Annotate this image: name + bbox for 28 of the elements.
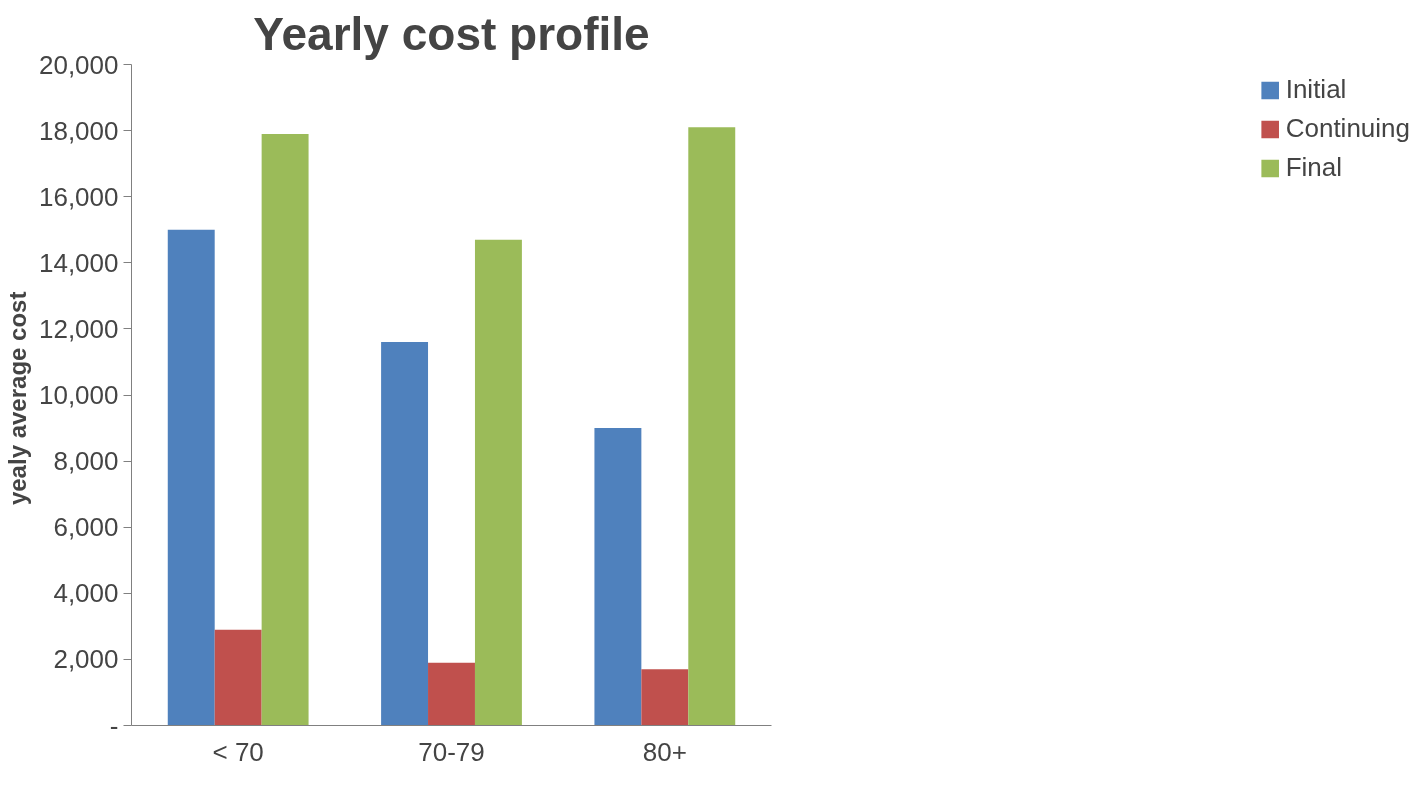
chart-title: Yearly cost profile (253, 7, 650, 60)
legend-label: Continuing (1285, 113, 1410, 144)
y-tick-label: 4,000 (53, 578, 119, 609)
y-tick-label: - (109, 710, 119, 741)
x-tick-label: < 70 (212, 736, 264, 767)
y-tick-label: 6,000 (53, 512, 119, 543)
legend-label: Final (1285, 152, 1343, 183)
y-tick-label: 12,000 (38, 313, 119, 344)
bar (381, 342, 429, 726)
y-tick-label: 14,000 (38, 247, 119, 278)
bar (688, 127, 736, 726)
bar (261, 133, 309, 726)
bar (641, 669, 689, 726)
y-tick-label: 2,000 (53, 644, 119, 675)
x-tick-label: 80+ (642, 736, 687, 767)
bar (428, 662, 475, 726)
y-tick-label: 20,000 (38, 49, 119, 80)
y-axis-title: yealy average cost (3, 291, 31, 506)
legend-label: Initial (1285, 74, 1347, 105)
bar (474, 239, 522, 726)
y-tick-label: 16,000 (38, 181, 119, 212)
bar (167, 229, 215, 726)
y-tick-label: 18,000 (38, 115, 119, 146)
bar (594, 428, 642, 726)
y-tick-label: 10,000 (38, 380, 119, 410)
x-tick-label: 70-79 (418, 736, 485, 767)
bar (214, 629, 262, 726)
y-tick-label: 8,000 (53, 446, 119, 477)
